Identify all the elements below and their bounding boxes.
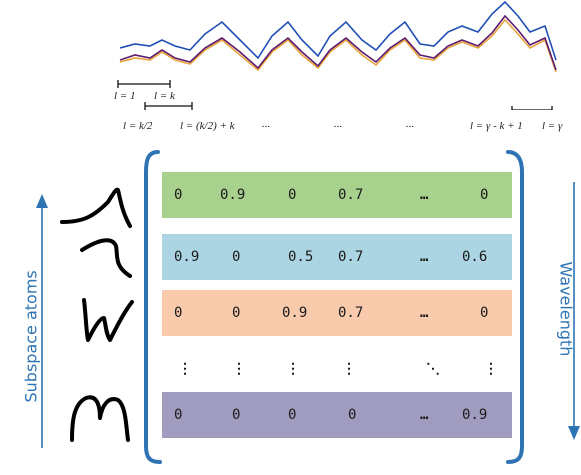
cell: 0 xyxy=(480,305,489,321)
label-l-k2-plus-k: l = (k/2) + k xyxy=(180,120,235,132)
subspace-axis-arrow xyxy=(36,194,48,448)
matrix-row-last: 0 0 0 0 … 0.9 xyxy=(162,392,512,438)
cell: 0 xyxy=(480,187,489,203)
matrix-row-1: 0 0.9 0 0.7 … 0 xyxy=(162,172,512,218)
label-l-gamma: l = γ xyxy=(542,120,563,132)
label-l-gamma-k-1: l = γ - k + 1 xyxy=(470,120,523,132)
cell: ⋮ xyxy=(342,361,356,377)
matrix-row-ellipsis: ⋮ ⋮ ⋮ ⋮ ⋱ ⋮ xyxy=(162,346,512,392)
cell: 0.9 xyxy=(462,407,488,423)
cell: ⋮ xyxy=(286,361,300,377)
cell: 0.7 xyxy=(338,305,364,321)
label-dots-1: ... xyxy=(262,118,271,130)
cell: 0 xyxy=(288,407,297,423)
cell: … xyxy=(420,407,429,423)
interval-marker-mid xyxy=(144,102,193,110)
label-l-1: l = 1 xyxy=(114,90,136,102)
matrix-row-3: 0 0 0.9 0.7 … 0 xyxy=(162,290,512,336)
atom-sketch-2-icon xyxy=(80,238,132,278)
cell: 0 xyxy=(174,187,183,203)
cell: 0 xyxy=(232,249,241,265)
cell: 0.7 xyxy=(338,249,364,265)
atom-sketch-1-icon xyxy=(60,187,132,228)
cell: … xyxy=(420,249,429,265)
label-dots-2: ... xyxy=(334,118,343,130)
interval-marker-right xyxy=(511,106,553,110)
matrix-row-2: 0.9 0 0.5 0.7 … 0.6 xyxy=(162,234,512,280)
right-bracket xyxy=(506,150,524,464)
cell: 0.9 xyxy=(282,305,308,321)
label-l-k2: l = k/2 xyxy=(123,120,153,132)
wavelength-axis-arrow xyxy=(568,182,580,440)
cell: 0.6 xyxy=(462,249,488,265)
signal-purple xyxy=(119,14,557,71)
cell: 0 xyxy=(174,305,183,321)
cell: 0 xyxy=(232,407,241,423)
cell: 0.7 xyxy=(338,187,364,203)
signal-blue xyxy=(119,0,557,61)
subspace-atoms-label: Subspace atoms xyxy=(21,270,41,403)
label-l-k: l = k xyxy=(154,90,175,102)
cell: 0.5 xyxy=(288,249,314,265)
spectral-signals xyxy=(117,0,557,110)
cell: ⋮ xyxy=(232,361,246,377)
interval-marker-left xyxy=(117,80,171,88)
wavelength-label: Wavelength xyxy=(556,261,576,357)
cell: ⋮ xyxy=(484,361,498,377)
cell: 0 xyxy=(348,407,357,423)
label-dots-3: ... xyxy=(406,118,415,130)
cell: 0.9 xyxy=(174,249,200,265)
atom-sketch-4-icon xyxy=(70,395,130,442)
cell: 0 xyxy=(288,187,297,203)
left-bracket xyxy=(144,150,162,464)
cell: 0 xyxy=(174,407,183,423)
cell: 0.9 xyxy=(220,187,246,203)
atom-sketch-3-icon xyxy=(82,298,134,342)
cell: … xyxy=(420,187,429,203)
signal-orange xyxy=(119,18,557,73)
cell: ⋱ xyxy=(426,361,440,377)
cell: … xyxy=(420,305,429,321)
cell: ⋮ xyxy=(178,361,192,377)
cell: 0 xyxy=(232,305,241,321)
